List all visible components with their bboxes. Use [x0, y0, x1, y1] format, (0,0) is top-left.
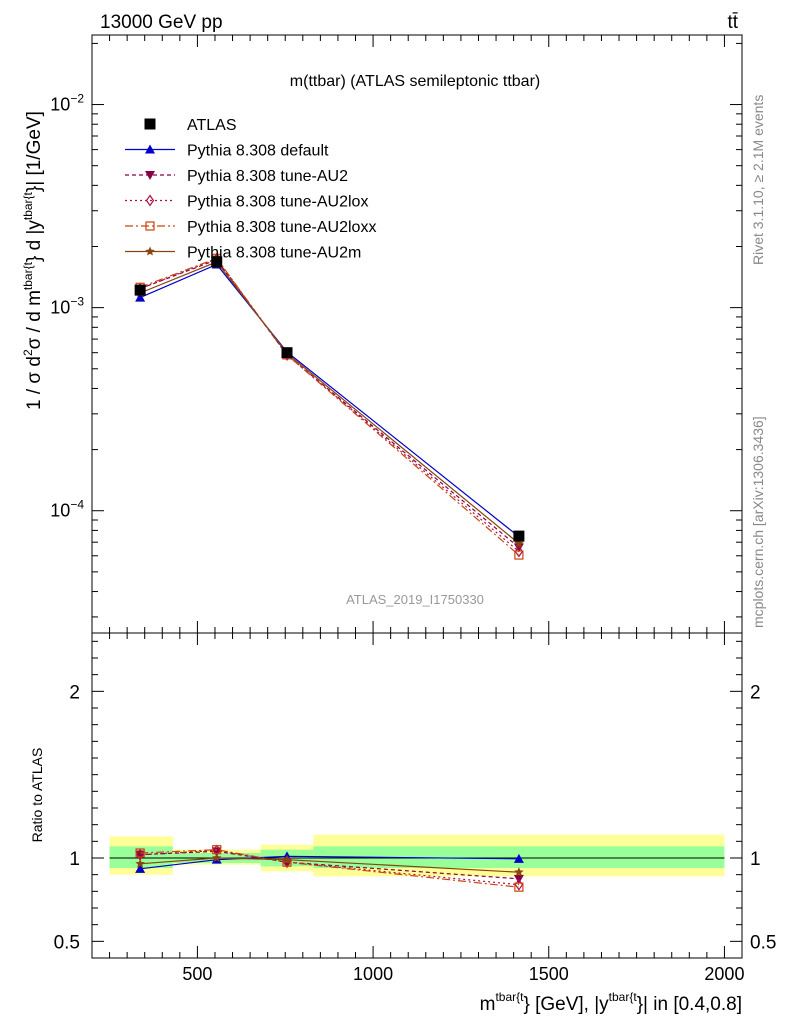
ratio-line-series-4 — [140, 857, 519, 873]
legend-marker-atlas — [144, 118, 156, 130]
analysis-watermark: ATLAS_2019_I1750330 — [346, 592, 484, 607]
main-line-series-2 — [139, 258, 520, 552]
ratio-point-series-4 — [135, 858, 145, 868]
rivet-version-label: Rivet 3.1.10, ≥ 2.1M events — [750, 95, 766, 265]
ratio-point-series-0 — [513, 853, 524, 863]
legend-marker-3 — [145, 221, 155, 231]
x-tick-label: 1500 — [529, 964, 569, 984]
main-y-tick-label: 10−2 — [50, 92, 84, 115]
main-point-series-3 — [514, 550, 524, 560]
x-axis-label: mtbar{t} [GeV], |ytbar{t}| in [0.4,0.8] — [480, 990, 742, 1015]
legend-label-4: Pythia 8.308 tune-AU2m — [187, 245, 361, 262]
ratio-line-series-1 — [140, 850, 519, 880]
legend: ATLAS Pythia 8.308 default Pythia 8.308 tu… — [125, 117, 376, 262]
chart-title: m(ttbar) (ATLAS semileptonic ttbar) — [290, 73, 540, 90]
atlas-data-point — [281, 347, 293, 359]
header-right: tt̄ — [727, 12, 738, 33]
ratio-y-tick-label-left: 2 — [69, 682, 80, 703]
main-point-series-2 — [514, 545, 524, 558]
main-series-lines — [134, 252, 525, 560]
ratio-line-series-0 — [140, 855, 519, 870]
ratio-y-tick-label-left: 1 — [69, 849, 80, 870]
main-y-tick-label: 10−4 — [50, 498, 84, 521]
axis-ticks: 500 1000 1500 2000 10−4 10−3 10−2 0.5 0.5 1 1 2 2 — [50, 35, 776, 984]
ratio-plot-frame — [91, 632, 743, 959]
ratio-point-series-3 — [514, 882, 524, 892]
main-line-series-0 — [139, 263, 520, 538]
legend-marker-4 — [145, 246, 155, 256]
x-tick-label: 500 — [182, 964, 212, 984]
main-point-series-1 — [513, 543, 524, 553]
ratio-y-tick-label-right: 0.5 — [750, 932, 776, 953]
ratio-point-series-4 — [282, 854, 292, 864]
legend-label-1: Pythia 8.308 tune-AU2 — [187, 168, 348, 185]
ratio-y-tick-label-right: 2 — [750, 682, 761, 703]
ratio-point-series-3 — [135, 848, 145, 858]
main-line-series-4 — [139, 261, 520, 544]
main-y-axis-label: 1 / σ d2σ / d mtbar{t} d |ytbar{t}| [1/G… — [21, 111, 45, 410]
main-line-series-1 — [139, 259, 520, 548]
ratio-line-series-3 — [140, 849, 519, 888]
main-point-series-0 — [135, 292, 146, 302]
legend-label-3: Pythia 8.308 tune-AU2loxx — [187, 219, 376, 236]
atlas-data-point — [211, 256, 223, 268]
ratio-y-axis-label: Ratio to ATLAS — [29, 748, 45, 843]
legend-marker-2 — [145, 194, 155, 207]
ratio-y-tick-label-left: 0.5 — [54, 932, 80, 953]
mcplots-label: mcplots.cern.ch [arXiv:1306.3436] — [750, 416, 766, 628]
ratio-point-series-4 — [514, 867, 524, 877]
atlas-data-point — [513, 530, 525, 542]
main-y-tick-label: 10−3 — [50, 295, 84, 318]
main-line-series-3 — [139, 257, 520, 556]
ratio-series-lines — [135, 844, 524, 892]
legend-marker-1 — [145, 171, 155, 180]
x-tick-label: 1000 — [353, 964, 393, 984]
ratio-point-series-0 — [135, 863, 146, 873]
ratio-point-series-4 — [211, 853, 222, 863]
header-left: 13000 GeV pp — [100, 12, 223, 33]
legend-label-2: Pythia 8.308 tune-AU2lox — [187, 194, 368, 211]
legend-label-atlas: ATLAS — [187, 117, 237, 134]
ratio-y-tick-label-right: 1 — [750, 849, 761, 870]
main-point-series-4 — [514, 538, 524, 548]
legend-label-0: Pythia 8.308 default — [187, 143, 329, 160]
atlas-data-point — [134, 284, 146, 296]
ratio-point-series-2 — [282, 856, 292, 869]
legend-marker-0 — [145, 144, 155, 154]
x-tick-label: 2000 — [704, 964, 744, 984]
ratio-uncertainty-bands — [109, 834, 725, 877]
